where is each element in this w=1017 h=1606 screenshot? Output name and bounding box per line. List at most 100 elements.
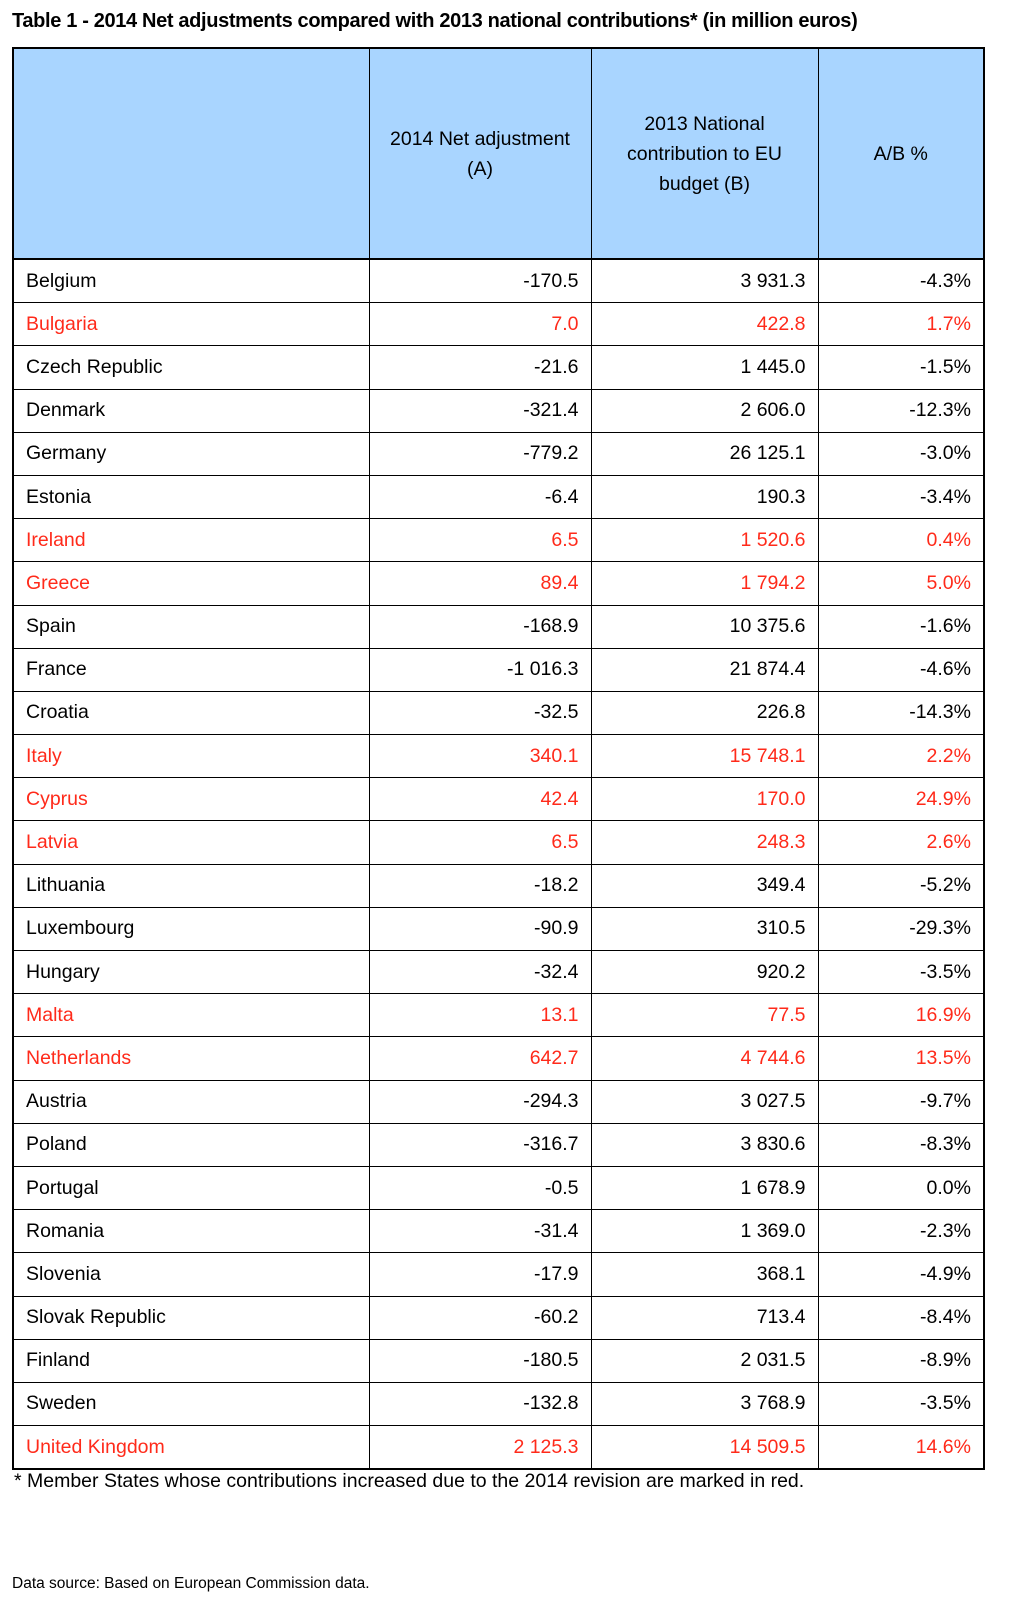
- ratio-cell: -29.3%: [817, 906, 985, 952]
- table-header-row: 2014 Net adjustment (A) 2013 National co…: [12, 47, 985, 260]
- table-row: Netherlands 642.7 4 744.6 13.5%: [12, 1036, 985, 1081]
- country-cell: Finland: [12, 1338, 370, 1383]
- table-row: Hungary -32.4 920.2 -3.5%: [12, 949, 985, 995]
- table-row: Sweden -132.8 3 768.9 -3.5%: [12, 1381, 985, 1427]
- net-adjustment-cell: -90.9: [368, 906, 592, 952]
- net-adjustment-cell: -32.4: [368, 949, 592, 995]
- country-cell: Greece: [12, 561, 370, 606]
- national-contribution-cell: 2 606.0: [590, 388, 819, 433]
- net-adjustment-cell: -168.9: [368, 604, 592, 649]
- ratio-cell: -12.3%: [817, 388, 985, 433]
- ratio-cell: -4.6%: [817, 647, 985, 692]
- net-adjustment-cell: -321.4: [368, 388, 592, 433]
- net-adjustment-cell: -170.5: [368, 258, 592, 304]
- country-cell: France: [12, 647, 370, 692]
- table-row: Romania -31.4 1 369.0 -2.3%: [12, 1209, 985, 1254]
- country-cell: Hungary: [12, 949, 370, 995]
- ratio-cell: 24.9%: [817, 777, 985, 822]
- country-cell: Bulgaria: [12, 302, 370, 347]
- country-cell: Netherlands: [12, 1036, 370, 1081]
- table-row: Poland -316.7 3 830.6 -8.3%: [12, 1122, 985, 1167]
- net-adjustment-cell: 6.5: [368, 518, 592, 563]
- net-adjustment-cell: -18.2: [368, 863, 592, 908]
- ratio-cell: 2.6%: [817, 820, 985, 865]
- table-row: Cyprus 42.4 170.0 24.9%: [12, 777, 985, 822]
- net-adjustment-cell: -6.4: [368, 474, 592, 520]
- net-adjustment-cell: -180.5: [368, 1338, 592, 1383]
- country-cell: Romania: [12, 1209, 370, 1254]
- table-row: Czech Republic -21.6 1 445.0 -1.5%: [12, 345, 985, 390]
- net-adjustment-cell: 89.4: [368, 561, 592, 606]
- national-contribution-cell: 226.8: [590, 690, 819, 736]
- country-cell: Sweden: [12, 1381, 370, 1427]
- country-cell: Slovak Republic: [12, 1295, 370, 1340]
- ratio-cell: -3.0%: [817, 431, 985, 476]
- national-contribution-cell: 3 830.6: [590, 1122, 819, 1167]
- national-contribution-cell: 1 794.2: [590, 561, 819, 606]
- national-contribution-cell: 4 744.6: [590, 1036, 819, 1081]
- national-contribution-cell: 1 678.9: [590, 1165, 819, 1211]
- net-adjustment-cell: 642.7: [368, 1036, 592, 1081]
- data-source: Data source: Based on European Commissio…: [12, 1575, 370, 1592]
- national-contribution-cell: 2 031.5: [590, 1338, 819, 1383]
- table-row: Luxembourg -90.9 310.5 -29.3%: [12, 906, 985, 952]
- table-row: Austria -294.3 3 027.5 -9.7%: [12, 1079, 985, 1124]
- header-country: [12, 47, 370, 260]
- table-row: Denmark -321.4 2 606.0 -12.3%: [12, 388, 985, 433]
- national-contribution-cell: 15 748.1: [590, 734, 819, 779]
- country-cell: United Kingdom: [12, 1425, 370, 1471]
- national-contribution-cell: 3 027.5: [590, 1079, 819, 1124]
- national-contribution-cell: 77.5: [590, 993, 819, 1038]
- country-cell: Luxembourg: [12, 906, 370, 952]
- net-adjustment-cell: 13.1: [368, 993, 592, 1038]
- table-row: Estonia -6.4 190.3 -3.4%: [12, 474, 985, 520]
- country-cell: Lithuania: [12, 863, 370, 908]
- net-adjustment-cell: -17.9: [368, 1252, 592, 1297]
- net-adjustment-cell: 7.0: [368, 302, 592, 347]
- ratio-cell: 5.0%: [817, 561, 985, 606]
- national-contribution-cell: 1 445.0: [590, 345, 819, 390]
- header-net-adjustment: 2014 Net adjustment (A): [368, 47, 592, 260]
- ratio-cell: 0.0%: [817, 1165, 985, 1211]
- ratio-cell: -9.7%: [817, 1079, 985, 1124]
- country-cell: Poland: [12, 1122, 370, 1167]
- ratio-cell: 14.6%: [817, 1425, 985, 1471]
- table-row: Ireland 6.5 1 520.6 0.4%: [12, 518, 985, 563]
- ratio-cell: -4.9%: [817, 1252, 985, 1297]
- table-row: Slovak Republic -60.2 713.4 -8.4%: [12, 1295, 985, 1340]
- net-adjustment-cell: -21.6: [368, 345, 592, 390]
- ratio-cell: 1.7%: [817, 302, 985, 347]
- ratio-cell: -1.5%: [817, 345, 985, 390]
- ratio-cell: 2.2%: [817, 734, 985, 779]
- national-contribution-cell: 3 768.9: [590, 1381, 819, 1427]
- table-row: Malta 13.1 77.5 16.9%: [12, 993, 985, 1038]
- country-cell: Belgium: [12, 258, 370, 304]
- ratio-cell: -8.9%: [817, 1338, 985, 1383]
- country-cell: Slovenia: [12, 1252, 370, 1297]
- country-cell: Ireland: [12, 518, 370, 563]
- national-contribution-cell: 248.3: [590, 820, 819, 865]
- table-row: Portugal -0.5 1 678.9 0.0%: [12, 1165, 985, 1211]
- table-row: Belgium -170.5 3 931.3 -4.3%: [12, 258, 985, 304]
- country-cell: Malta: [12, 993, 370, 1038]
- national-contribution-cell: 3 931.3: [590, 258, 819, 304]
- national-contribution-cell: 26 125.1: [590, 431, 819, 476]
- header-national-contribution: 2013 National contribution to EU budget …: [590, 47, 819, 260]
- ratio-cell: 13.5%: [817, 1036, 985, 1081]
- ratio-cell: 16.9%: [817, 993, 985, 1038]
- national-contribution-cell: 14 509.5: [590, 1425, 819, 1471]
- country-cell: Croatia: [12, 690, 370, 736]
- net-adjustment-cell: -132.8: [368, 1381, 592, 1427]
- net-adjustment-cell: -1 016.3: [368, 647, 592, 692]
- ratio-cell: -2.3%: [817, 1209, 985, 1254]
- ratio-cell: 0.4%: [817, 518, 985, 563]
- national-contribution-cell: 170.0: [590, 777, 819, 822]
- ratio-cell: -5.2%: [817, 863, 985, 908]
- table-row: Latvia 6.5 248.3 2.6%: [12, 820, 985, 865]
- national-contribution-cell: 920.2: [590, 949, 819, 995]
- table-row: Lithuania -18.2 349.4 -5.2%: [12, 863, 985, 908]
- national-contribution-cell: 10 375.6: [590, 604, 819, 649]
- table-row: Finland -180.5 2 031.5 -8.9%: [12, 1338, 985, 1383]
- national-contribution-cell: 190.3: [590, 474, 819, 520]
- national-contribution-cell: 368.1: [590, 1252, 819, 1297]
